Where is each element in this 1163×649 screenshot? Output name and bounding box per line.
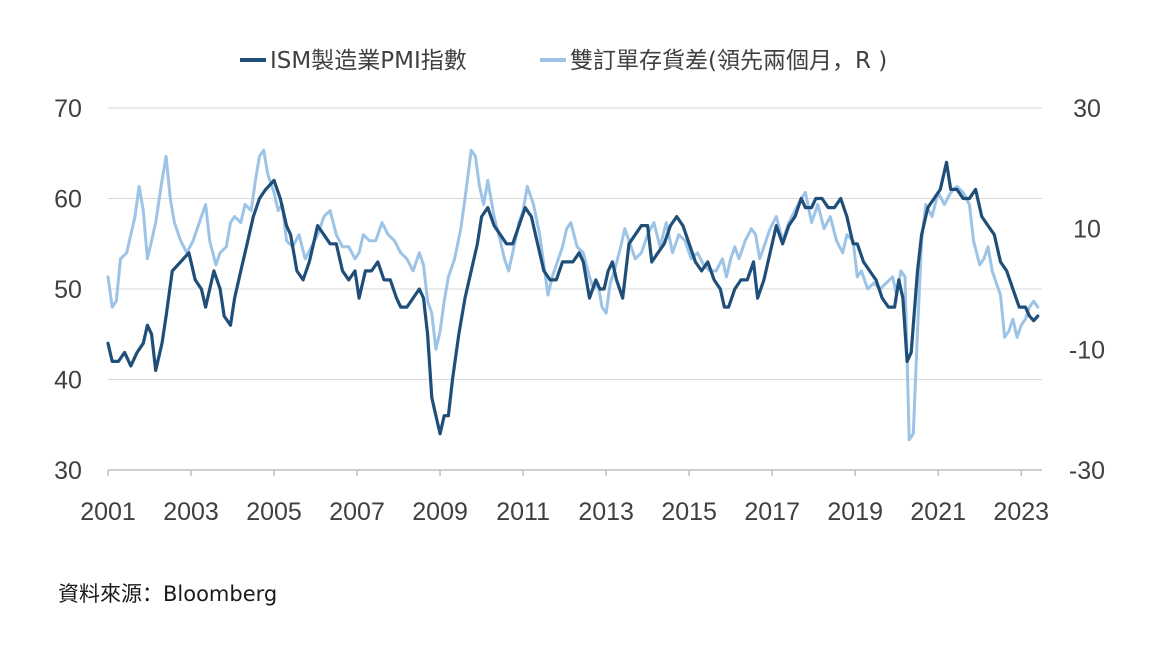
- x-tick-label-2005: 2005: [246, 498, 302, 526]
- right-tick-label-10: 10: [1073, 216, 1101, 244]
- right-axis-ticks: 30 10 -10 -30: [1069, 95, 1105, 485]
- left-tick-label-60: 60: [54, 186, 82, 214]
- x-tick-label-2019: 2019: [827, 498, 883, 526]
- series-lines: [106, 148, 1040, 442]
- x-tick-label-2013: 2013: [578, 498, 634, 526]
- x-tick-label-2011: 2011: [496, 498, 550, 526]
- x-axis-ticks: 2001 2003 2005 2007 2009 2011 2013 2015 2017 2019…: [80, 470, 1049, 526]
- left-tick-label-40: 40: [54, 367, 82, 395]
- x-tick-label-2007: 2007: [329, 498, 385, 526]
- left-axis-ticks: 70 60 50 40 30: [54, 95, 82, 485]
- x-tick-label-2021: 2021: [910, 498, 966, 526]
- series-line-0: [106, 160, 1040, 436]
- left-tick-label-50: 50: [54, 276, 82, 304]
- legend-label-0: ISM製造業PMI指數: [270, 48, 467, 74]
- gridlines: [108, 107, 1042, 471]
- x-tick-label-2015: 2015: [661, 498, 717, 526]
- legend-label-1: 雙訂單存貨差(領先兩個月，R ): [570, 48, 887, 74]
- x-tick-label-2001: 2001: [80, 498, 136, 526]
- right-tick-label-30: 30: [1073, 95, 1101, 123]
- right-tick-label--30: -30: [1069, 457, 1105, 485]
- legend: ISM製造業PMI指數 雙訂單存貨差(領先兩個月，R ): [240, 48, 887, 74]
- x-tick-label-2023: 2023: [993, 498, 1049, 526]
- source-note: 資料來源：Bloomberg: [58, 582, 278, 606]
- series-line-1: [106, 148, 1040, 442]
- x-tick-label-2017: 2017: [744, 498, 800, 526]
- x-tick-label-2003: 2003: [163, 498, 219, 526]
- x-tick-label-2009: 2009: [412, 498, 468, 526]
- right-tick-label--10: -10: [1069, 336, 1105, 364]
- left-tick-label-30: 30: [54, 457, 82, 485]
- left-tick-label-70: 70: [54, 95, 82, 123]
